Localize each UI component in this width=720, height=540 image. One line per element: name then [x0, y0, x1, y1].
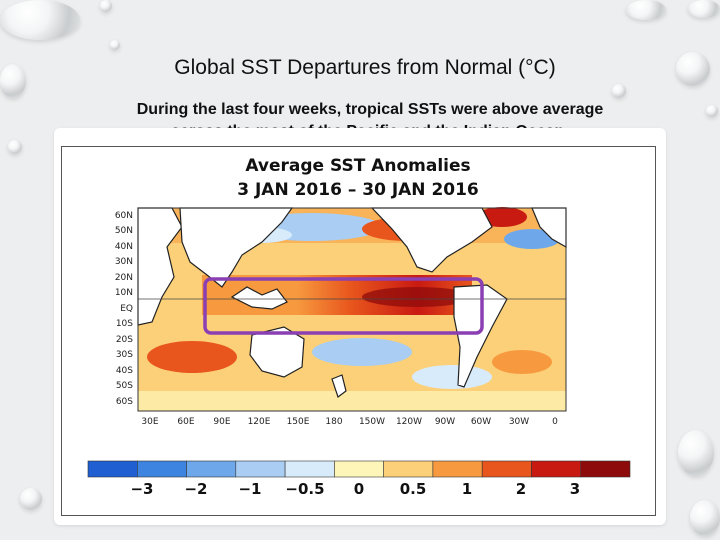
sst-anomaly-map-svg: Average SST Anomalies 3 JAN 2016 – 30 JA… — [87, 156, 631, 498]
lon-label: 0 — [552, 417, 558, 427]
south-pacific-cool-patch — [312, 338, 412, 366]
sst-map — [137, 207, 567, 412]
lat-label: 60S — [116, 397, 133, 407]
lon-label: 120W — [396, 417, 422, 427]
lon-label: 30W — [509, 417, 529, 427]
colorbar-swatch — [383, 460, 434, 478]
lat-label: 40S — [116, 366, 133, 376]
water-drop-decoration — [690, 500, 720, 536]
subtitle-line-1: During the last four weeks, tropical SST… — [136, 101, 604, 118]
colorbar-label: 0 — [354, 480, 364, 498]
south-band — [138, 391, 566, 411]
lat-label: 40N — [115, 242, 133, 252]
land-asia — [179, 207, 294, 288]
lat-label: 60N — [115, 211, 133, 221]
colorbar-label: 2 — [516, 480, 526, 498]
colorbar-swatch — [432, 460, 483, 478]
colorbar-swatch — [481, 460, 532, 478]
land-australia — [249, 326, 305, 378]
lon-label: 30E — [141, 417, 158, 427]
colorbar-swatch — [284, 460, 335, 478]
lon-label: 60E — [177, 417, 194, 427]
colorbar-swatch — [580, 460, 631, 478]
water-drop-decoration — [0, 0, 80, 40]
water-drop-decoration — [688, 0, 720, 18]
land-north-america — [370, 207, 493, 273]
water-drop-decoration — [676, 52, 710, 86]
colorbar-label: 3 — [570, 480, 580, 498]
lon-label: 120E — [248, 417, 271, 427]
colorbar-label: 1 — [462, 480, 472, 498]
colorbar-label: −1 — [238, 480, 261, 498]
lat-label: 50N — [115, 226, 133, 236]
lat-label: 10S — [116, 319, 133, 329]
map-date-range: 3 JAN 2016 – 30 JAN 2016 — [237, 180, 479, 200]
colorbar-label: −2 — [184, 480, 207, 498]
land-africa — [137, 207, 183, 326]
map-title: Average SST Anomalies — [245, 156, 470, 176]
lat-label: 20S — [116, 335, 133, 345]
land-maritime-continent — [230, 286, 288, 310]
lat-label: 20N — [115, 273, 133, 283]
latitude-labels: 60N 50N 40N 30N 20N 10N EQ 10S 20S 30S 4… — [115, 211, 133, 407]
water-drop-decoration — [626, 0, 666, 20]
water-drop-decoration — [612, 84, 626, 98]
lon-label: 150E — [287, 417, 310, 427]
el-nino-core — [362, 287, 472, 307]
colorbar-labels: −3 −2 −1 −0.5 0 0.5 1 2 3 — [130, 480, 580, 498]
cool-patch — [412, 365, 492, 389]
water-drop-decoration — [20, 488, 42, 510]
water-drop-decoration — [0, 64, 26, 98]
colorbar-swatch — [186, 460, 237, 478]
colorbar-swatch — [334, 460, 384, 478]
water-drop-decoration — [100, 0, 112, 12]
colorbar-swatch — [137, 460, 187, 478]
water-drop-decoration — [8, 140, 22, 154]
colorbar-swatch — [235, 460, 286, 478]
water-drop-decoration — [678, 430, 714, 476]
lon-label: 90E — [213, 417, 230, 427]
lat-label: 50S — [116, 381, 133, 391]
land-new-zealand — [331, 374, 347, 398]
slide-title: Global SST Departures from Normal (°C) — [174, 56, 556, 79]
indian-ocean-warm-patch — [147, 341, 237, 373]
colorbar-swatch — [531, 460, 582, 478]
lon-label: 90W — [435, 417, 455, 427]
tropical-highlight-box — [203, 277, 484, 335]
colorbar-label: 0.5 — [400, 480, 427, 498]
atlantic-cool-patch — [504, 229, 560, 249]
colorbar-label: −0.5 — [285, 480, 324, 498]
lat-label: EQ — [120, 304, 133, 314]
lon-label: 60W — [471, 417, 491, 427]
map-border — [137, 207, 567, 412]
lat-label: 30S — [116, 350, 133, 360]
lon-label: 180 — [325, 417, 342, 427]
south-atlantic-warm-patch — [492, 350, 552, 374]
water-drop-decoration — [110, 40, 120, 50]
lat-label: 30N — [115, 257, 133, 267]
lat-label: 10N — [115, 288, 133, 298]
colorbar-label: −3 — [130, 480, 153, 498]
sst-anomaly-figure: Average SST Anomalies 3 JAN 2016 – 30 JA… — [61, 146, 656, 516]
longitude-labels: 30E 60E 90E 120E 150E 180 150W 120W 90W … — [141, 417, 558, 427]
water-drop-decoration — [706, 105, 718, 117]
colorbar-swatch — [87, 460, 138, 478]
lon-label: 150W — [359, 417, 385, 427]
colorbar — [87, 460, 631, 478]
